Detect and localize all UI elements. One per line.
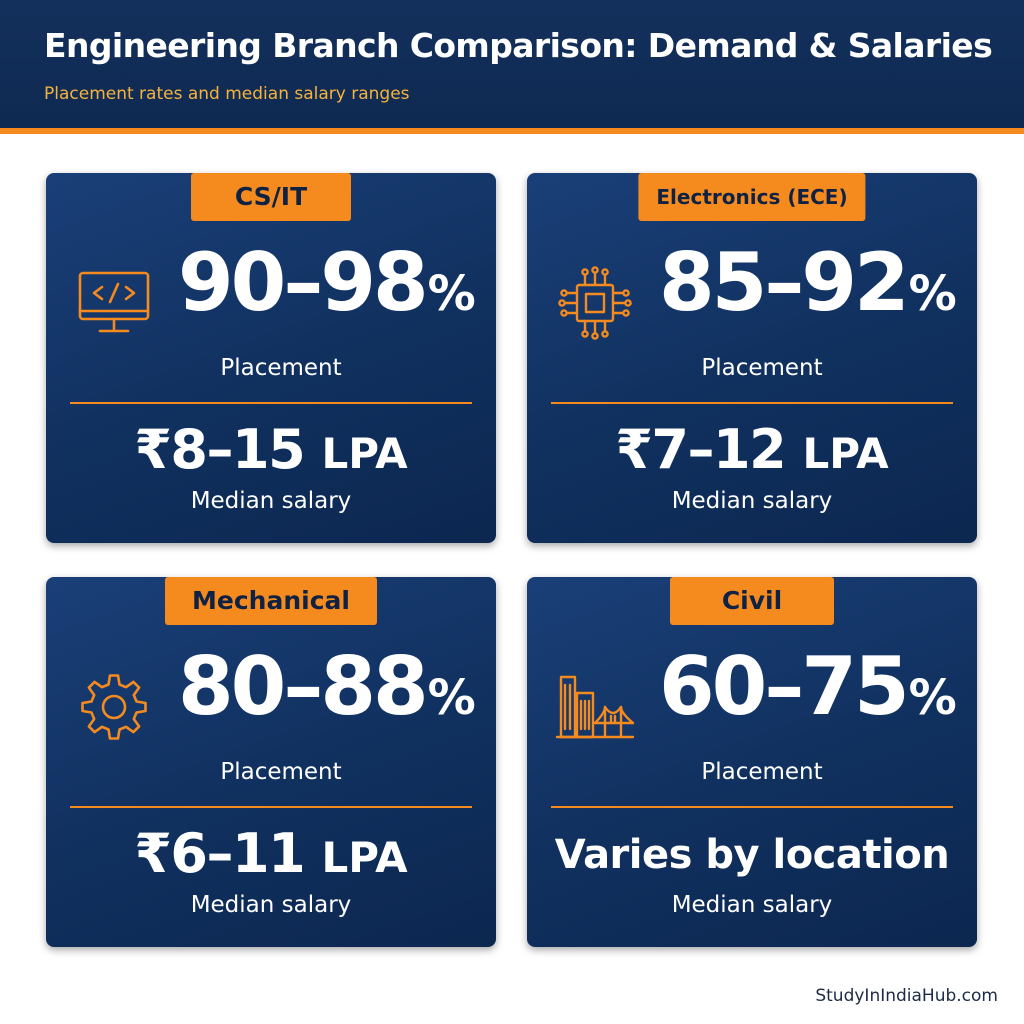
page-subtitle: Placement rates and median salary ranges [44, 84, 410, 104]
percent-symbol: % [427, 670, 476, 726]
salary-label: Median salary [671, 892, 833, 918]
header-banner: Engineering Branch Comparison: Demand & … [0, 0, 1024, 128]
placement-label: Placement [220, 759, 342, 785]
header-accent-stripe [0, 128, 1024, 134]
card-divider [551, 402, 953, 404]
placement-rate: 60–75% [659, 647, 957, 727]
percent-symbol: % [427, 266, 476, 322]
card-divider [551, 806, 953, 808]
salary-unit: LPA [321, 833, 408, 882]
median-salary-text: Varies by location [554, 832, 950, 878]
placement-label: Placement [701, 759, 823, 785]
salary-unit: LPA [802, 429, 889, 478]
gear-icon [74, 667, 154, 747]
placement-rate: 90–98% [178, 243, 476, 323]
salary-label: Median salary [190, 488, 352, 514]
branch-badge: CS/IT [191, 173, 351, 221]
placement-range: 85–92 [659, 236, 910, 329]
card-divider [70, 402, 472, 404]
placement-range: 60–75 [659, 640, 910, 733]
median-salary: ₹7–12 LPA [527, 423, 977, 477]
page-title: Engineering Branch Comparison: Demand & … [44, 26, 993, 65]
salary-value: ₹6–11 [134, 822, 305, 885]
branch-card-ece: Electronics (ECE) 85–92% Placement ₹7–12… [527, 173, 977, 543]
percent-symbol: % [908, 266, 957, 322]
placement-range: 80–88 [178, 640, 429, 733]
placement-range: 90–98 [178, 236, 429, 329]
branch-card-mechanical: Mechanical 80–88% Placement ₹6–11 LPA Me… [46, 577, 496, 947]
median-salary: ₹6–11 LPA [46, 827, 496, 881]
median-salary: ₹8–15 LPA [46, 423, 496, 477]
salary-value: ₹8–15 [134, 418, 305, 481]
salary-label: Median salary [190, 892, 352, 918]
branch-badge: Mechanical [165, 577, 377, 625]
percent-symbol: % [908, 670, 957, 726]
branch-badge: Civil [670, 577, 834, 625]
placement-label: Placement [220, 355, 342, 381]
placement-rate: 80–88% [178, 647, 476, 727]
placement-rate: 85–92% [659, 243, 957, 323]
buildings-bridge-icon [555, 667, 635, 747]
salary-unit: LPA [321, 429, 408, 478]
branch-badge: Electronics (ECE) [638, 173, 866, 221]
source-credit: StudyInIndiaHub.com [815, 986, 998, 1006]
computer-code-icon [74, 263, 154, 343]
branch-card-civil: Civil 60–75% Placement Varies by locatio… [527, 577, 977, 947]
branch-card-cs-it: CS/IT 90–98% Placement ₹8–15 LPA Median … [46, 173, 496, 543]
salary-label: Median salary [671, 488, 833, 514]
card-divider [70, 806, 472, 808]
microchip-icon [555, 263, 635, 343]
salary-value: ₹7–12 [615, 418, 786, 481]
placement-label: Placement [701, 355, 823, 381]
